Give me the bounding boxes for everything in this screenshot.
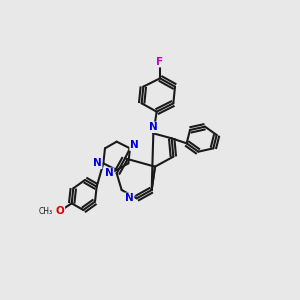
Text: N: N	[125, 193, 134, 203]
Text: F: F	[156, 57, 164, 67]
Text: N: N	[93, 158, 102, 168]
Text: N: N	[105, 168, 113, 178]
Text: O: O	[56, 206, 64, 216]
Text: CH₃: CH₃	[38, 206, 52, 215]
Text: N: N	[149, 122, 158, 132]
Text: N: N	[130, 140, 139, 150]
